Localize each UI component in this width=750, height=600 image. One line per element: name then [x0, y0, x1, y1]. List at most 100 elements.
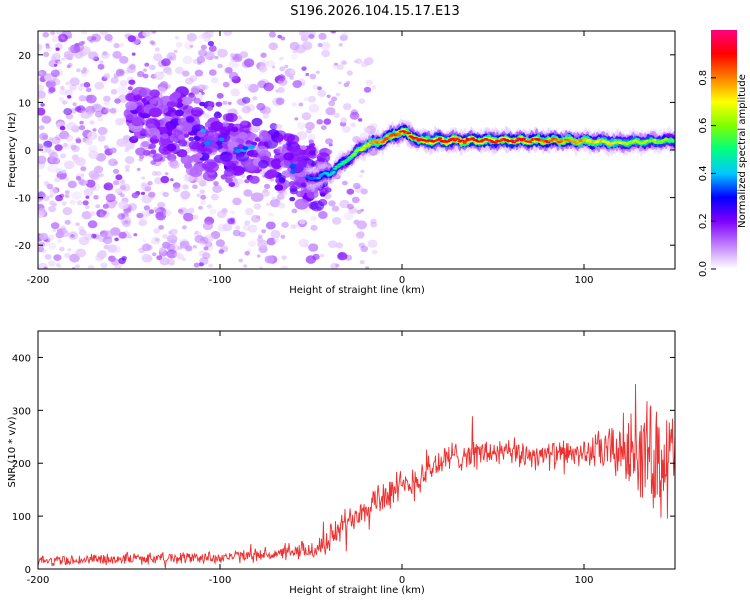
spectrogram-blob [61, 201, 67, 206]
spectrogram-blob [358, 98, 366, 104]
spectrogram-blob [74, 106, 82, 112]
spectrogram-blob [114, 98, 121, 104]
spectrogram-blob [227, 218, 235, 225]
spectrogram-blob [140, 191, 146, 196]
spectrogram-blob [136, 212, 144, 219]
spectrogram-blob [301, 112, 312, 121]
spectrogram-blob [102, 236, 113, 245]
spectrogram-blob [59, 130, 70, 140]
spectrogram-blob [75, 157, 86, 167]
spectrogram-blob [141, 140, 150, 148]
spectrogram-blob [353, 219, 360, 225]
spectrogram-blob [117, 85, 128, 95]
spectrogram-blob [264, 255, 275, 264]
spectrogram-blob [69, 199, 77, 205]
spectrogram-blob [281, 255, 287, 260]
spectrogram-blob [131, 116, 144, 126]
spectrogram-blob [112, 168, 120, 174]
spectrogram-blob [105, 193, 116, 203]
spectrogram-blob [232, 197, 242, 206]
spectrogram-blob [283, 152, 295, 161]
spectrogram-ridge [305, 118, 675, 193]
spectrogram-blob [50, 31, 56, 36]
spectrogram-blob [346, 188, 355, 195]
spectrogram-blob [271, 196, 277, 201]
spectrogram-blob [177, 134, 185, 140]
ridge-cell [369, 142, 374, 145]
spectrogram-blob [182, 70, 190, 77]
spectrogram-blob [231, 165, 245, 176]
spectrogram-blob [159, 257, 170, 266]
spectrogram-blob [144, 255, 153, 263]
spectrogram-blob [177, 98, 183, 103]
spectrogram-blob [275, 123, 283, 130]
y-tick-label: 20 [18, 51, 31, 62]
spectrogram-blob [57, 60, 62, 65]
colorbar-tick-label: 0.8 [698, 70, 709, 86]
spectrogram-blob [261, 229, 267, 234]
ridge-cell [360, 147, 366, 150]
spectrogram-blob [114, 265, 122, 269]
spectrogram-blob [266, 60, 275, 68]
spectrogram-blob [84, 233, 93, 241]
spectrogram-blob [227, 101, 232, 105]
spectrogram-blob [103, 182, 114, 191]
spectrogram-blob [162, 191, 169, 198]
spectrogram-blob [270, 230, 281, 239]
spectrogram-blob [220, 126, 232, 136]
spectrogram-blob [38, 144, 43, 150]
spectrogram-blob [38, 90, 46, 99]
spectrogram-blob [351, 196, 360, 203]
spectrogram-blob [248, 240, 257, 247]
spectrogram-blob [300, 35, 309, 42]
spectrogram-blob [244, 179, 250, 184]
spectrogram-blob [215, 239, 225, 247]
spectrogram-blob [38, 207, 47, 215]
spectrogram-blob [170, 178, 174, 182]
spectrogram-blob [269, 198, 281, 208]
spectrogram-blob [61, 169, 67, 174]
spectrogram-blob [318, 211, 328, 219]
spectrogram-blob [299, 219, 306, 225]
ridge-cell [527, 141, 533, 143]
spectrogram-blob [185, 77, 194, 85]
spectrogram-blob [199, 101, 206, 107]
spectrogram-blob [208, 31, 215, 35]
spectrogram-blob [335, 242, 344, 249]
spectrogram-blob [97, 135, 106, 142]
spectrogram-blob [113, 73, 120, 78]
spectrogram-blob [154, 237, 160, 242]
spectrogram-blob [55, 31, 67, 36]
spectrogram-blob [53, 254, 62, 261]
spectrogram-blob [289, 41, 300, 51]
spectrogram-blob [94, 33, 99, 38]
spectrogram-blob [247, 224, 258, 233]
spectrogram-blob [182, 55, 193, 65]
snr-background [38, 331, 675, 569]
spectrogram-blob [118, 257, 126, 264]
x-tick-label: 0 [399, 275, 405, 286]
spectrogram-blob [201, 91, 205, 95]
spectrogram-blob [317, 42, 323, 48]
spectrogram-blob [38, 84, 45, 92]
spectrogram-blob [38, 262, 48, 269]
spectrogram-blob [317, 89, 327, 97]
spectrogram-blob [108, 158, 118, 167]
spectrogram-blob [258, 159, 269, 169]
spectrogram-blob [299, 31, 309, 37]
ridge-cell [316, 176, 321, 179]
spectrogram-blob [153, 228, 160, 234]
spectrogram-blob [308, 243, 319, 252]
ridge-cell [346, 158, 351, 161]
spectrogram-blob [148, 209, 155, 214]
spectrogram-blob [176, 124, 184, 130]
spectrogram-blob [157, 201, 166, 209]
spectrogram-blob [325, 107, 336, 116]
spectrogram-blob [108, 255, 116, 262]
spectrogram-blob [317, 186, 324, 191]
spectrogram-blob [251, 117, 263, 127]
spectrogram-blob [182, 184, 189, 190]
colorbar-tick-label: 0.0 [698, 261, 709, 277]
spectrogram-blob [60, 153, 67, 159]
